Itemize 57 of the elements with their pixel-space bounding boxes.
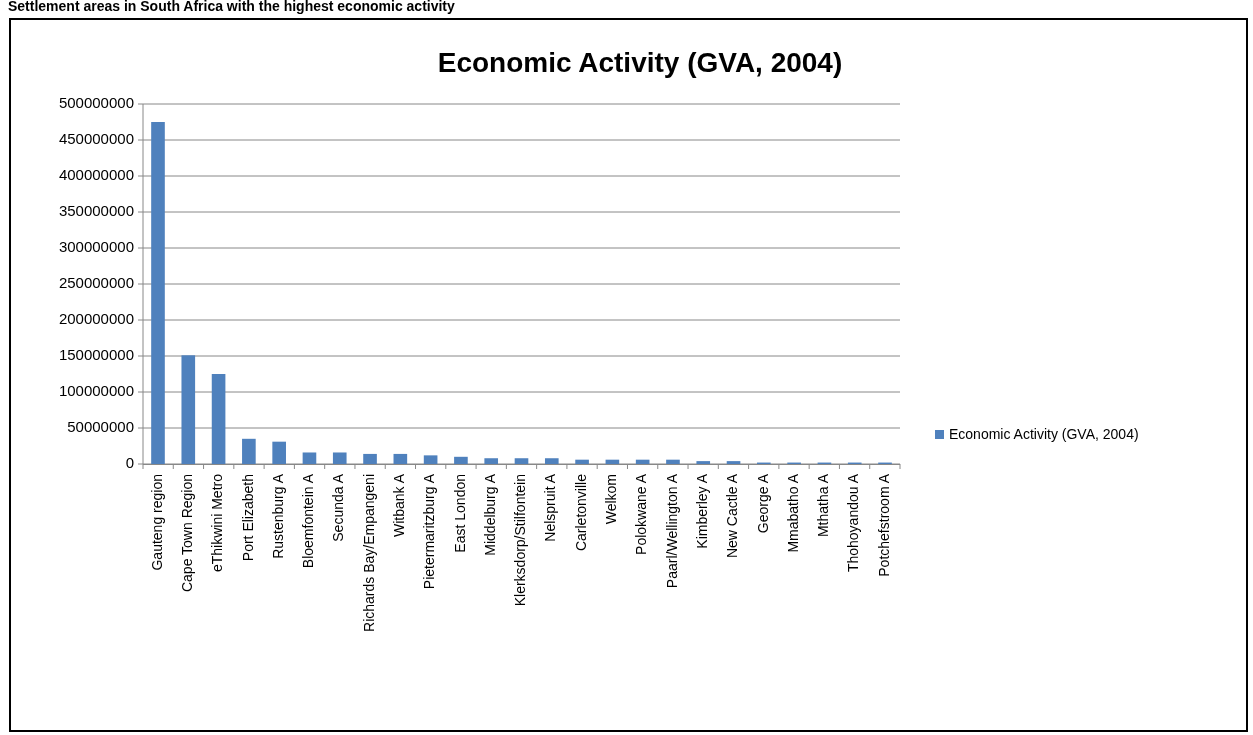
chart-title: Economic Activity (GVA, 2004) bbox=[437, 47, 843, 78]
x-tick-label: George A bbox=[754, 473, 771, 534]
x-tick-label: Potchefstroom A bbox=[875, 473, 892, 577]
x-tick-label: Richards Bay/Empangeni bbox=[360, 474, 377, 632]
x-tick-label: Kimberley A bbox=[693, 473, 710, 549]
x-tick-label: East London bbox=[451, 474, 468, 553]
x-tick-label: Bloemfontein A bbox=[300, 473, 317, 569]
y-tick-label: 500000000 bbox=[58, 93, 134, 111]
x-tick-label: Mmabatho A bbox=[784, 473, 801, 553]
bar bbox=[242, 438, 256, 464]
bar bbox=[363, 453, 377, 464]
x-tick-label: Paarl/Wellington A bbox=[663, 473, 680, 589]
bar bbox=[696, 461, 711, 464]
legend-label: Economic Activity (GVA, 2004) bbox=[949, 425, 1139, 442]
x-tick-label: Welkom bbox=[603, 474, 620, 525]
y-tick-label: 0 bbox=[125, 453, 134, 471]
x-tick-label: Mthatha A bbox=[815, 473, 832, 538]
x-tick-label: Rustenburg A bbox=[269, 473, 286, 559]
bar bbox=[514, 458, 529, 464]
bar bbox=[484, 458, 499, 464]
x-tick-label: eThikwini Metro bbox=[209, 473, 226, 573]
bar bbox=[181, 355, 196, 464]
y-tick-label: 200000000 bbox=[58, 309, 134, 327]
bar bbox=[302, 452, 317, 464]
y-tick-label: 50000000 bbox=[67, 417, 134, 435]
bar bbox=[726, 461, 741, 464]
x-tick-label: Witbank A bbox=[391, 473, 408, 538]
y-tick-label: 400000000 bbox=[58, 165, 134, 183]
bar bbox=[211, 374, 226, 464]
x-tick-label: Thohoyandou A bbox=[845, 473, 862, 573]
bar bbox=[454, 456, 468, 464]
x-tick-label: Middelburg A bbox=[481, 473, 498, 556]
y-tick-label: 250000000 bbox=[58, 273, 134, 291]
bar bbox=[575, 459, 589, 464]
x-tick-label: Klerksdorp/Stilfontein bbox=[512, 474, 529, 607]
x-tick-label: Gauteng region bbox=[148, 474, 165, 571]
x-tick-label: Nelspruit A bbox=[542, 473, 559, 542]
y-tick-label: 350000000 bbox=[58, 201, 134, 219]
x-tick-label: Secunda A bbox=[330, 473, 347, 542]
x-tick-label: Polokwane A bbox=[633, 473, 650, 555]
bar bbox=[272, 441, 286, 464]
x-tick-label: Cape Town Region bbox=[178, 474, 195, 593]
y-tick-label: 150000000 bbox=[58, 345, 134, 363]
bar bbox=[544, 458, 559, 464]
x-tick-label: Port Elizabeth bbox=[239, 474, 256, 562]
x-tick-label: New Cactle A bbox=[724, 473, 741, 559]
bar bbox=[423, 455, 438, 464]
bar bbox=[151, 122, 165, 464]
y-tick-label: 300000000 bbox=[58, 237, 134, 255]
text: Settlement areas in South Africa with the highest economic activity bbox=[8, 0, 456, 15]
y-tick-label: 100000000 bbox=[58, 381, 134, 399]
y-tick-label: 450000000 bbox=[58, 129, 134, 147]
bar bbox=[332, 452, 347, 464]
bar bbox=[666, 459, 680, 464]
bar bbox=[393, 453, 408, 464]
x-tick-label: Carletonville bbox=[572, 473, 589, 552]
x-tick-label: Pietermaritzburg A bbox=[421, 473, 438, 590]
